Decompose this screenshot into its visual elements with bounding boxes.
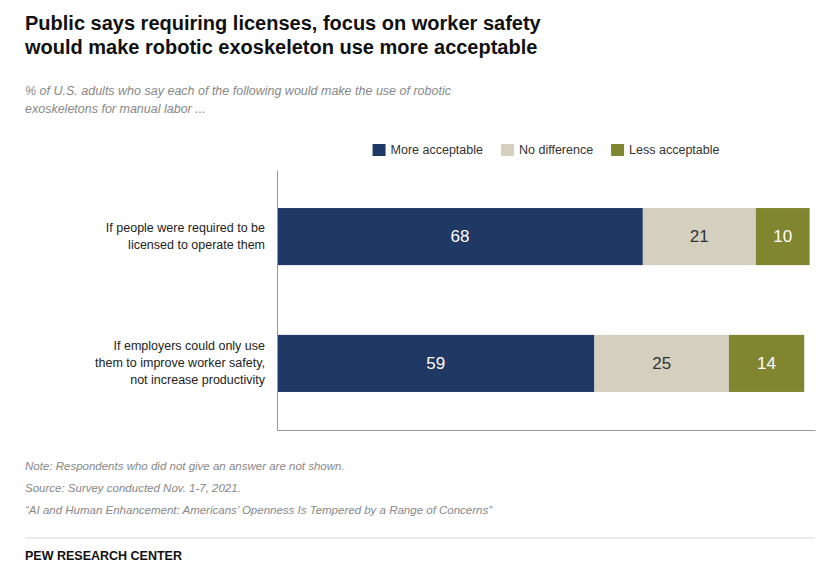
bar-segment: [729, 335, 804, 392]
legend-label: No difference: [519, 143, 593, 157]
note: “AI and Human Enhancement: Americans’ Op…: [25, 504, 493, 516]
y-tick: If employers could only use them to impro…: [95, 339, 277, 387]
footer: PEW RESEARCH CENTER: [25, 549, 182, 563]
note: Note: Respondents who did not give an an…: [25, 460, 345, 472]
text-line: would make robotic exoskeleton use more …: [24, 36, 537, 58]
data-labels: 68 59 21 25 10 14: [426, 227, 792, 373]
data-label: 25: [652, 354, 671, 373]
y-axis-line: [277, 171, 278, 431]
text-line: not increase productivity: [130, 373, 266, 387]
data-label: 59: [426, 354, 445, 373]
legend: More acceptable No difference Less accepta…: [373, 143, 720, 157]
note: Source: Survey conducted Nov. 1-7, 2021.: [25, 482, 241, 494]
text-line: them to improve worker safety,: [95, 356, 265, 370]
legend-swatch: [501, 144, 514, 156]
data-label: 10: [773, 227, 792, 246]
bar-segment: [756, 208, 810, 265]
legend-swatch: [373, 144, 386, 156]
legend-swatch: [611, 144, 624, 156]
x-axis: [278, 430, 816, 431]
legend-item: More acceptable: [373, 143, 483, 157]
y-tick: If people were required to be licensed to…: [106, 221, 277, 252]
subtitle: % of U.S. adults who say each of the fol…: [25, 84, 452, 116]
y-tick-label: If people were required to be licensed to…: [106, 221, 265, 252]
legend-label: Less acceptable: [629, 143, 719, 157]
text-line: licensed to operate them: [128, 238, 265, 252]
bar-segment: [277, 335, 594, 392]
data-label: 21: [690, 227, 709, 246]
text-line: % of U.S. adults who say each of the fol…: [25, 84, 452, 98]
text-line: exoskeletons for manual labor ...: [25, 102, 206, 116]
legend-item: No difference: [501, 143, 593, 157]
text-line: Public says requiring licenses, focus on…: [25, 12, 542, 34]
chart: Public says requiring licenses, focus on…: [0, 0, 840, 584]
data-label: 14: [757, 354, 776, 373]
bar-segment: [277, 208, 643, 265]
bars: [277, 208, 810, 392]
bar-segment: [643, 208, 756, 265]
x-axis-line: [278, 430, 816, 431]
y-axis: If people were required to be licensed to…: [95, 171, 277, 431]
bar-segment: [594, 335, 729, 392]
footer-rule: [25, 538, 815, 539]
y-tick-label: If employers could only use them to impro…: [95, 339, 266, 387]
text-line: If employers could only use: [114, 339, 266, 353]
legend-label: More acceptable: [391, 143, 483, 157]
text-line: If people were required to be: [106, 221, 265, 235]
title: Public says requiring licenses, focus on…: [24, 12, 542, 58]
legend-item: Less acceptable: [611, 143, 719, 157]
data-label: 68: [450, 227, 469, 246]
